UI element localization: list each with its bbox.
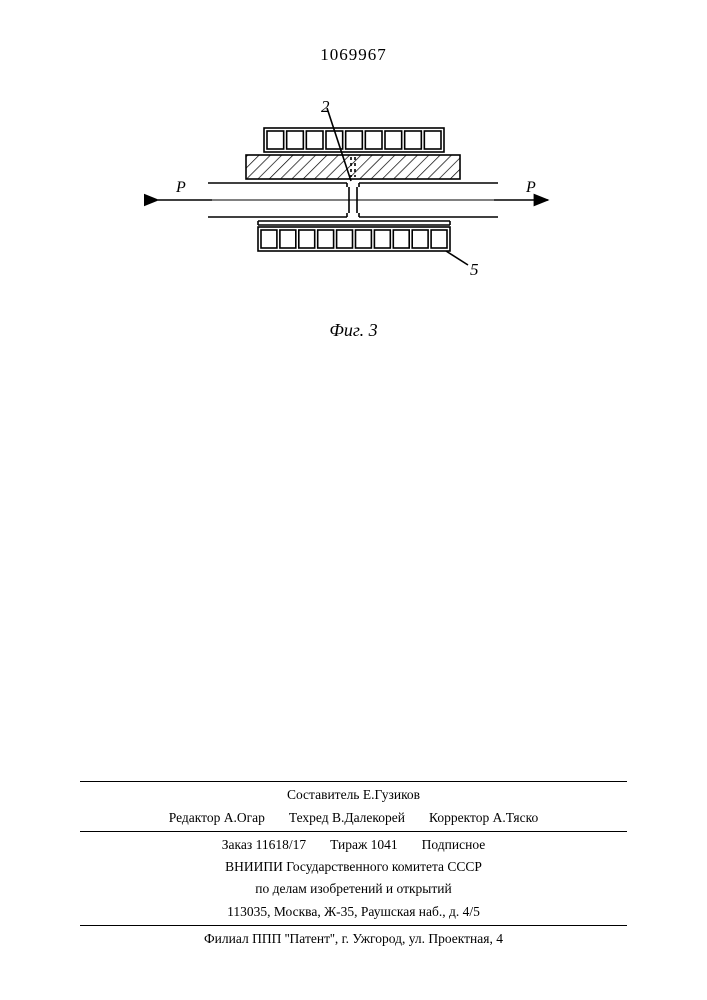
org-line-1: ВНИИПИ Государственного комитета СССР xyxy=(0,856,707,878)
order-cell: Заказ 11618/17 xyxy=(222,836,306,854)
print-label: Тираж xyxy=(330,837,367,852)
colophon-block: Составитель Е.Гузиков Редактор А.Огар Те… xyxy=(0,779,707,950)
address-1: 113035, Москва, Ж-35, Раушская наб., д. … xyxy=(0,901,707,923)
svg-text:P: P xyxy=(175,179,186,196)
rule-mid-2 xyxy=(80,925,627,926)
svg-text:P: P xyxy=(525,179,536,196)
staff-line: Редактор А.Огар Техред В.Далекорей Корре… xyxy=(0,807,707,829)
rule-mid-1 xyxy=(80,831,627,832)
order-line: Заказ 11618/17 Тираж 1041 Подписное xyxy=(0,834,707,856)
editor-name: А.Огар xyxy=(224,810,265,825)
rule-top xyxy=(80,781,627,782)
print-cell: Тираж 1041 xyxy=(330,836,398,854)
techred-name: В.Далекорей xyxy=(332,810,405,825)
figure-caption: Фиг. 3 xyxy=(329,320,377,341)
subscription: Подписное xyxy=(422,836,486,854)
figure-3: P P 2 5 xyxy=(144,100,564,320)
editor-cell: Редактор А.Огар xyxy=(169,809,265,827)
order-label: Заказ xyxy=(222,837,252,852)
techred-label: Техред xyxy=(289,810,329,825)
org-line-2: по делам изобретений и открытий xyxy=(0,878,707,900)
order-value: 11618/17 xyxy=(256,837,307,852)
address-2: Филиал ППП ''Патент'', г. Ужгород, ул. П… xyxy=(0,928,707,950)
compiler-label: Составитель xyxy=(287,787,360,802)
print-value: 1041 xyxy=(371,837,398,852)
compiler-name: Е.Гузиков xyxy=(363,787,420,802)
corrector-name: А.Тяско xyxy=(493,810,539,825)
compiler-line: Составитель Е.Гузиков xyxy=(0,784,707,806)
corrector-label: Корректор xyxy=(429,810,489,825)
svg-text:5: 5 xyxy=(470,260,479,279)
document-number: 1069967 xyxy=(320,45,387,65)
page: 1069967 P P 2 5 Фиг. 3 Составитель Е.Гузико… xyxy=(0,0,707,1000)
svg-text:2: 2 xyxy=(321,100,330,116)
figure-svg: P P 2 5 xyxy=(144,100,564,320)
editor-label: Редактор xyxy=(169,810,221,825)
techred-cell: Техред В.Далекорей xyxy=(289,809,405,827)
corrector-cell: Корректор А.Тяско xyxy=(429,809,538,827)
